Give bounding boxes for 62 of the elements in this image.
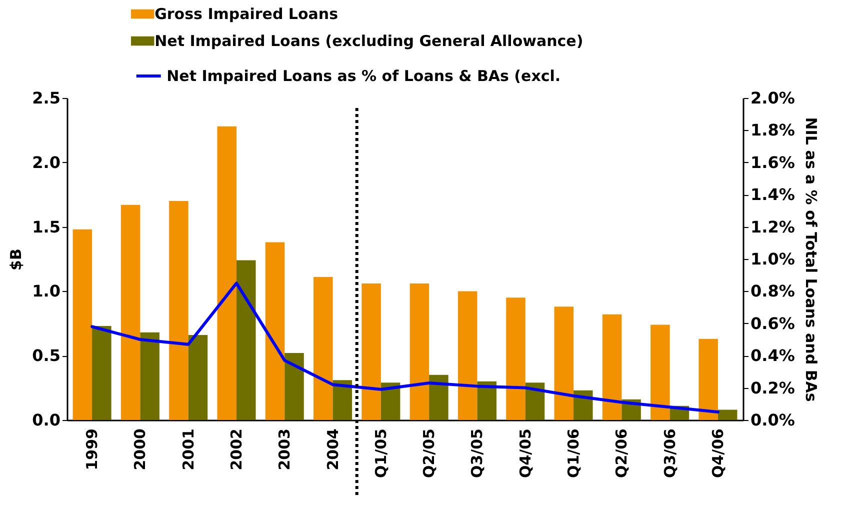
- legend-label: Net Impaired Loans as % of Loans & BAs (excl.: [166, 67, 561, 85]
- bar: [650, 324, 670, 420]
- y2-tick-label: 1.0%: [750, 250, 795, 268]
- y2-tick-label: 1.2%: [750, 217, 795, 236]
- x-tick-label: 2004: [324, 428, 342, 470]
- bar: [120, 204, 140, 420]
- bar: [236, 260, 256, 420]
- y2-tick-label: 1.8%: [750, 120, 795, 140]
- bar: [140, 332, 160, 420]
- bar: [92, 326, 112, 420]
- y2-tick-label: 1.4%: [750, 185, 795, 204]
- y-tick-label: 1.0: [32, 282, 60, 301]
- bar: [506, 298, 526, 420]
- bar: [698, 338, 718, 420]
- bar: [188, 334, 208, 420]
- legend-label: Net Impaired Loans (excluding General Allowance): [154, 32, 584, 50]
- bar: [380, 382, 400, 420]
- y-tick-label: 0.5: [32, 346, 60, 366]
- y-axis-title: $B: [7, 248, 26, 270]
- x-tick-label: Q1/06: [564, 428, 583, 478]
- y-tick-label: 1.5: [32, 217, 60, 236]
- x-tick-label: 1999: [83, 428, 102, 470]
- bar: [410, 283, 430, 420]
- x-tick-label: Q1/05: [372, 428, 390, 478]
- legend-label: Gross Impaired Loans: [154, 5, 338, 23]
- line-series: [90, 282, 720, 414]
- y-tick-label: 2.0: [32, 152, 60, 172]
- y2-tick-label: 0.4%: [750, 346, 795, 366]
- x-tick-label: 2003: [276, 428, 294, 470]
- x-tick-label: Q3/06: [660, 428, 679, 478]
- y2-tick-label: 1.6%: [750, 152, 795, 172]
- bar: [314, 277, 333, 420]
- y2-tick-label: 2.0%: [750, 88, 795, 108]
- y-tick-label: 0.0: [32, 410, 60, 430]
- x-tick-label: Q3/05: [468, 428, 486, 478]
- bar: [525, 382, 545, 420]
- y-tick-label: 2.5: [32, 88, 60, 108]
- bar: [554, 306, 574, 420]
- bar: [602, 314, 622, 420]
- x-tick-label: Q4/05: [516, 428, 534, 478]
- bar: [217, 126, 236, 420]
- bar: [362, 283, 381, 420]
- x-tick-label: Q2/05: [420, 428, 438, 478]
- bar: [477, 381, 496, 420]
- x-tick-label: Q2/06: [612, 428, 631, 478]
- x-tick-label: Q4/06: [708, 428, 727, 478]
- y2-axis-title: NIL as a % of Total Loans and BAs: [802, 117, 820, 402]
- bar: [284, 353, 304, 420]
- x-tick-label: 2000: [131, 428, 150, 470]
- bar: [718, 410, 738, 420]
- y2-tick-label: 0.8%: [750, 282, 795, 301]
- x-tick-label: 2001: [179, 428, 198, 470]
- bar: [72, 229, 92, 420]
- bar: [169, 201, 188, 420]
- bar: [265, 242, 285, 420]
- bar: [429, 374, 448, 420]
- y2-tick-label: 0.2%: [750, 378, 795, 398]
- x-tick-label: 2002: [227, 428, 246, 470]
- bar: [332, 380, 352, 420]
- bar: [458, 291, 478, 420]
- y2-tick-label: 0.6%: [750, 314, 795, 333]
- y2-tick-label: 0.0%: [750, 410, 795, 430]
